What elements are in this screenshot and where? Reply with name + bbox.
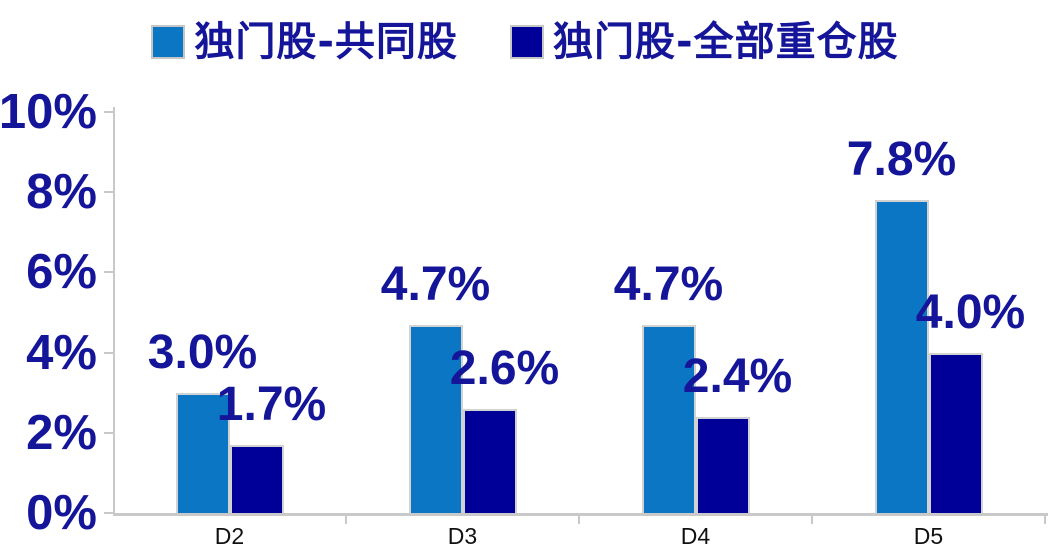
y-tick-label: 10%: [0, 85, 97, 139]
y-axis-line: [113, 107, 115, 516]
x-axis-tick: [811, 516, 813, 524]
legend-item: 独门股-全部重仓股: [510, 22, 899, 62]
x-tick-label: D2: [214, 523, 245, 549]
y-tick-label: 6%: [26, 245, 97, 300]
value-label: 7.8%: [846, 133, 957, 187]
value-label: 3.0%: [147, 325, 258, 379]
x-axis-tick: [1044, 516, 1046, 524]
bar-series2-D2: [229, 444, 284, 513]
x-tick-label: D5: [913, 523, 944, 549]
bar-series1-D4: [641, 324, 696, 513]
x-tick-label: D4: [680, 523, 711, 549]
legend-swatch-icon: [510, 25, 544, 59]
value-label: 4.7%: [613, 257, 724, 311]
y-axis-tick: [104, 111, 113, 113]
legend-item: 独门股-共同股: [151, 22, 458, 62]
y-axis-tick: [104, 431, 113, 434]
bar-series1-D5: [874, 200, 929, 513]
bar-series1-D2: [175, 392, 230, 513]
bar-series1-D3: [408, 324, 463, 513]
value-label: 1.7%: [216, 377, 327, 431]
legend-swatch-icon: [151, 25, 186, 59]
y-tick-label: 2%: [26, 405, 97, 460]
x-tick-label: D3: [447, 523, 478, 549]
y-tick-label: 4%: [26, 325, 97, 380]
value-label: 4.0%: [915, 285, 1026, 339]
legend-label: 独门股-共同股: [194, 19, 458, 65]
y-tick-label: 8%: [26, 165, 97, 220]
y-axis-tick: [104, 191, 113, 194]
x-axis-line: [113, 513, 1048, 516]
y-tick-label: 0%: [26, 486, 97, 540]
y-axis-tick: [104, 512, 113, 514]
y-axis-tick: [104, 271, 113, 274]
value-label: 2.4%: [682, 349, 793, 403]
x-axis-tick: [345, 516, 347, 524]
legend-label: 独门股-全部重仓股: [553, 19, 899, 65]
value-label: 2.6%: [449, 341, 560, 395]
x-axis-tick: [578, 516, 580, 524]
bar-series2-D3: [462, 408, 517, 513]
chart-legend: 独门股-共同股 独门股-全部重仓股: [0, 16, 1050, 68]
bar-series2-D5: [928, 352, 983, 513]
y-axis-tick: [104, 351, 113, 354]
bar-series2-D4: [695, 416, 750, 513]
value-label: 4.7%: [380, 257, 491, 311]
